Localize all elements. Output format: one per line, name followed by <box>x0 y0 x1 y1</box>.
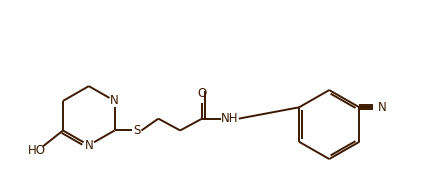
Text: NH: NH <box>221 112 238 125</box>
Text: N: N <box>378 101 387 114</box>
Text: N: N <box>110 94 119 107</box>
Text: HO: HO <box>28 144 46 157</box>
Text: O: O <box>198 87 207 100</box>
Text: N: N <box>85 139 93 152</box>
Text: S: S <box>133 124 140 137</box>
